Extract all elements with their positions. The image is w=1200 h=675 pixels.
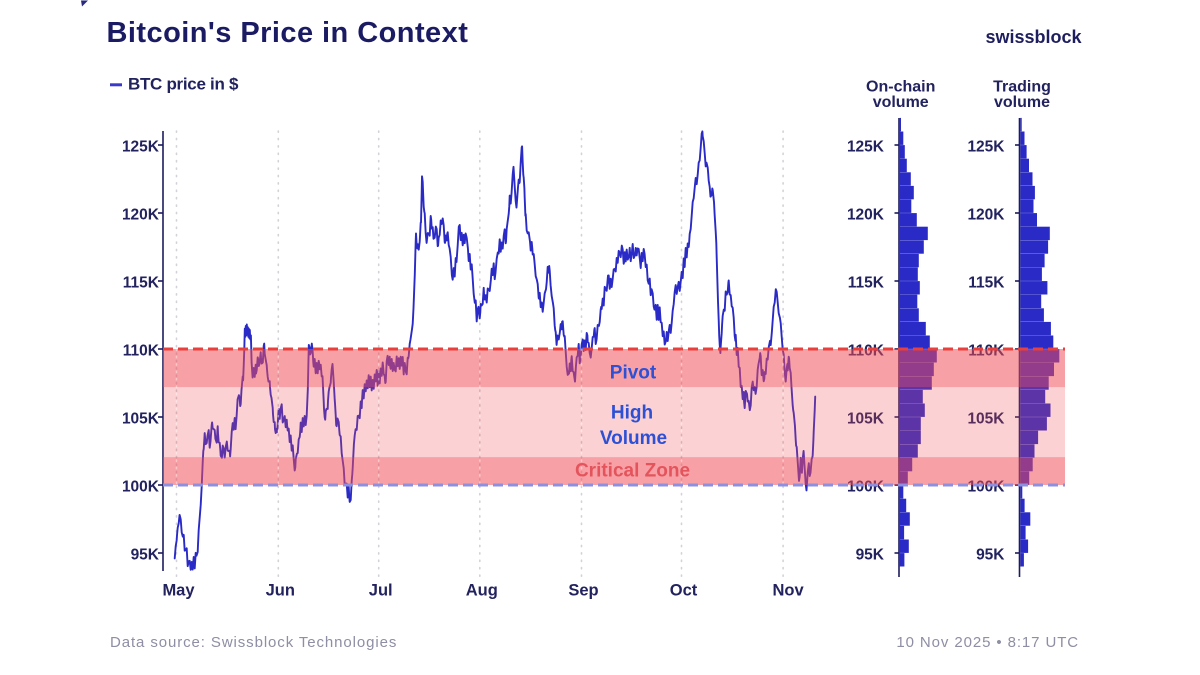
svg-text:120K: 120K: [847, 206, 885, 223]
svg-text:115K: 115K: [968, 274, 1005, 291]
svg-text:95K: 95K: [131, 546, 160, 563]
svg-text:125K: 125K: [847, 138, 885, 155]
svg-text:Aug: Aug: [466, 582, 498, 600]
svg-text:Data source: Swissblock Techno: Data source: Swissblock Technologies: [110, 634, 397, 651]
svg-text:120K: 120K: [967, 206, 1005, 223]
svg-text:Critical Zone: Critical Zone: [575, 461, 690, 482]
svg-text:115K: 115K: [123, 274, 160, 291]
svg-text:High: High: [611, 403, 653, 424]
svg-text:125K: 125K: [122, 138, 160, 155]
svg-text:Bitcoin's Price in Context: Bitcoin's Price in Context: [107, 17, 469, 49]
svg-text:Jul: Jul: [369, 582, 393, 600]
svg-text:On-chain: On-chain: [866, 79, 935, 96]
svg-text:Jun: Jun: [266, 582, 295, 600]
svg-text:May: May: [162, 582, 195, 600]
svg-text:115K: 115K: [848, 274, 885, 291]
svg-text:BTC price in $: BTC price in $: [128, 75, 239, 94]
svg-text:Pivot: Pivot: [610, 363, 657, 384]
svg-text:swissblock: swissblock: [985, 27, 1082, 47]
svg-text:105K: 105K: [967, 410, 1005, 427]
svg-text:95K: 95K: [976, 546, 1005, 563]
svg-text:volume: volume: [873, 94, 929, 111]
svg-text:Volume: Volume: [600, 428, 667, 449]
svg-text:105K: 105K: [122, 410, 160, 427]
svg-text:95K: 95K: [856, 546, 885, 563]
svg-text:100K: 100K: [122, 478, 160, 495]
svg-text:120K: 120K: [122, 206, 160, 223]
svg-text:Nov: Nov: [773, 582, 805, 600]
svg-text:Sep: Sep: [568, 582, 598, 600]
svg-text:125K: 125K: [967, 138, 1005, 155]
svg-text:volume: volume: [994, 94, 1050, 111]
svg-text:110K: 110K: [123, 342, 160, 359]
svg-text:Trading: Trading: [993, 79, 1051, 96]
svg-text:105K: 105K: [847, 410, 885, 427]
svg-text:10 Nov 2025 • 8:17 UTC: 10 Nov 2025 • 8:17 UTC: [896, 634, 1079, 651]
svg-text:Oct: Oct: [670, 582, 698, 600]
